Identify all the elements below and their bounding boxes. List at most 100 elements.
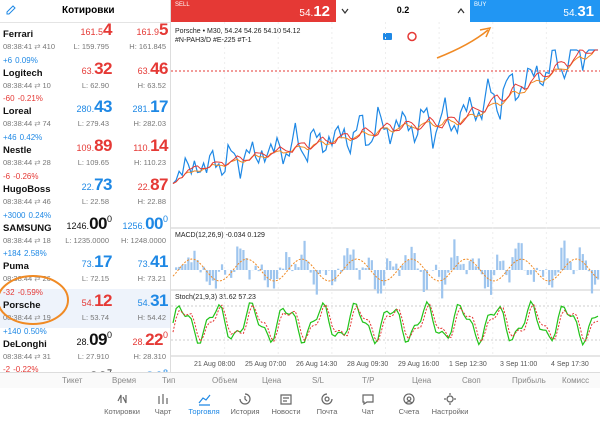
nav-item[interactable]: Счета bbox=[384, 388, 434, 421]
macd-bar bbox=[269, 270, 273, 280]
macd-bar bbox=[361, 267, 364, 270]
nav-item[interactable]: Новости bbox=[261, 388, 311, 421]
price-sup: 8 bbox=[163, 368, 168, 372]
column-label: Комисс bbox=[562, 376, 590, 385]
sell-price: 54.12 bbox=[299, 3, 330, 20]
macd-bar bbox=[199, 270, 202, 273]
nav-item[interactable]: Котировки bbox=[97, 388, 147, 421]
nav-label: Чат bbox=[361, 407, 375, 416]
time-label: 1 Sep 12:30 bbox=[449, 361, 487, 368]
price-big: 32 bbox=[94, 58, 112, 78]
price-big: 46 bbox=[150, 58, 168, 78]
macd-bar bbox=[483, 270, 487, 289]
macd-bar bbox=[282, 268, 285, 270]
nav-item[interactable]: Чат bbox=[343, 388, 393, 421]
sell-button[interactable]: SELL 54.12 bbox=[171, 0, 336, 22]
macd-bar bbox=[422, 270, 425, 292]
time: 08:38:44 28 bbox=[3, 158, 51, 167]
macd-bar bbox=[514, 248, 517, 270]
change-points: +6 bbox=[3, 55, 13, 65]
nav-icon bbox=[158, 394, 168, 404]
macd-bar bbox=[563, 240, 566, 270]
price-sup: 0 bbox=[106, 329, 112, 340]
macd-bar bbox=[532, 270, 535, 282]
price-big: 00 bbox=[145, 213, 163, 233]
high: H: 63.52 bbox=[137, 80, 166, 90]
macd-bar bbox=[578, 247, 581, 270]
change: +184 2.58% bbox=[3, 249, 47, 258]
nav-icon bbox=[198, 394, 211, 406]
macd-bar bbox=[477, 258, 480, 270]
time-label: 4 Sep 17:30 bbox=[551, 361, 589, 368]
nav-icon-path bbox=[239, 393, 251, 405]
macd-bar bbox=[587, 270, 591, 272]
edit-icon[interactable] bbox=[5, 4, 17, 16]
ticks: 28 bbox=[42, 158, 51, 168]
ask-price: 28.220 bbox=[133, 330, 168, 350]
quote-row[interactable]: -2-0.22%JuventusFC08:38:44120.9070.918L:… bbox=[0, 365, 170, 372]
macd-bar bbox=[410, 246, 413, 270]
volume[interactable]: 0.2 bbox=[396, 5, 410, 15]
macd-bar bbox=[187, 257, 190, 270]
macd-bar bbox=[529, 270, 532, 275]
bottom-nav: Котировки Чарт Торговля История Новости Почта… bbox=[0, 388, 600, 421]
price-pre: 161.9 bbox=[136, 27, 160, 37]
ask-price: 22.87 bbox=[138, 175, 169, 195]
macd-bar bbox=[202, 266, 205, 270]
change: -6 -0.26% bbox=[3, 172, 38, 181]
column-label: Цена bbox=[412, 376, 432, 385]
macd-bar bbox=[382, 270, 386, 286]
macd-bar bbox=[279, 267, 282, 270]
time-label: 29 Aug 16:00 bbox=[398, 361, 439, 368]
change: -2 -0.22% bbox=[3, 365, 38, 372]
quote-row[interactable]: +30000.24%SAMSUNG08:38:44181246.0001256.… bbox=[0, 211, 170, 251]
nav-item[interactable]: Настройки bbox=[425, 388, 475, 421]
nav-icon-path bbox=[444, 393, 456, 405]
price-line bbox=[172, 49, 598, 184]
bid-price: 1246.000 bbox=[67, 214, 112, 234]
column-label: Объем bbox=[212, 376, 238, 385]
macd-bar bbox=[257, 270, 260, 272]
time-value: 08:38:41 bbox=[3, 42, 33, 51]
ticks-icon bbox=[32, 197, 42, 206]
column-label: S/L bbox=[312, 376, 325, 385]
quote-row[interactable]: +1400.50%DeLonghi08:38:443128.09028.220L… bbox=[0, 326, 170, 367]
macd-bar bbox=[569, 261, 572, 270]
nav-item[interactable]: Чарт bbox=[138, 388, 188, 421]
macd-bar bbox=[407, 260, 410, 270]
nav-item[interactable]: Торговля bbox=[179, 388, 229, 421]
decrease-button[interactable] bbox=[340, 6, 350, 16]
indicator-icon[interactable] bbox=[383, 33, 392, 40]
bid-price: 54.12 bbox=[82, 291, 113, 311]
ticks: 26 bbox=[42, 274, 51, 284]
indicator-icon[interactable] bbox=[407, 31, 417, 42]
price-pre: 63. bbox=[81, 65, 95, 76]
nav-icon-path bbox=[158, 394, 168, 404]
macd-label: MACD(12,26,9) -0.034 0.129 bbox=[175, 232, 265, 239]
nav-label: Настройки bbox=[431, 407, 469, 416]
increase-button[interactable] bbox=[456, 6, 466, 16]
nav-item[interactable]: История bbox=[220, 388, 270, 421]
time: 08:38:44 74 bbox=[3, 119, 51, 128]
change-points: +140 bbox=[3, 326, 22, 336]
high: H: 22.88 bbox=[137, 196, 166, 206]
low: L: 22.58 bbox=[81, 196, 109, 206]
buy-button[interactable]: BUY 54.31 bbox=[470, 0, 600, 22]
macd-bar bbox=[178, 266, 181, 270]
bid-price: 28.090 bbox=[77, 330, 112, 350]
price-sup: 0 bbox=[162, 213, 168, 224]
time: 08:38:44 26 bbox=[3, 274, 51, 283]
macd-bar bbox=[230, 270, 233, 278]
bid-price: 161.54 bbox=[81, 20, 113, 40]
change-percent: 0.09% bbox=[15, 55, 38, 65]
quote-row[interactable]: Ferrari 08:38:41 410 161.54 161.95 L: 159.795… bbox=[0, 18, 170, 57]
macd-bar bbox=[456, 255, 459, 270]
nav-item[interactable]: Почта bbox=[302, 388, 352, 421]
